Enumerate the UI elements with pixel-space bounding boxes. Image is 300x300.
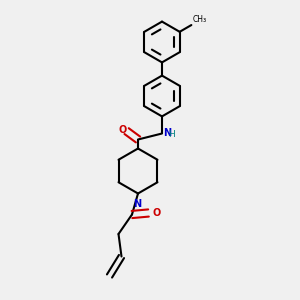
Text: N: N	[163, 128, 171, 139]
Text: H: H	[169, 130, 176, 139]
Text: O: O	[152, 208, 160, 218]
Text: N: N	[133, 199, 142, 209]
Text: O: O	[119, 124, 127, 135]
Text: CH₃: CH₃	[192, 15, 206, 24]
